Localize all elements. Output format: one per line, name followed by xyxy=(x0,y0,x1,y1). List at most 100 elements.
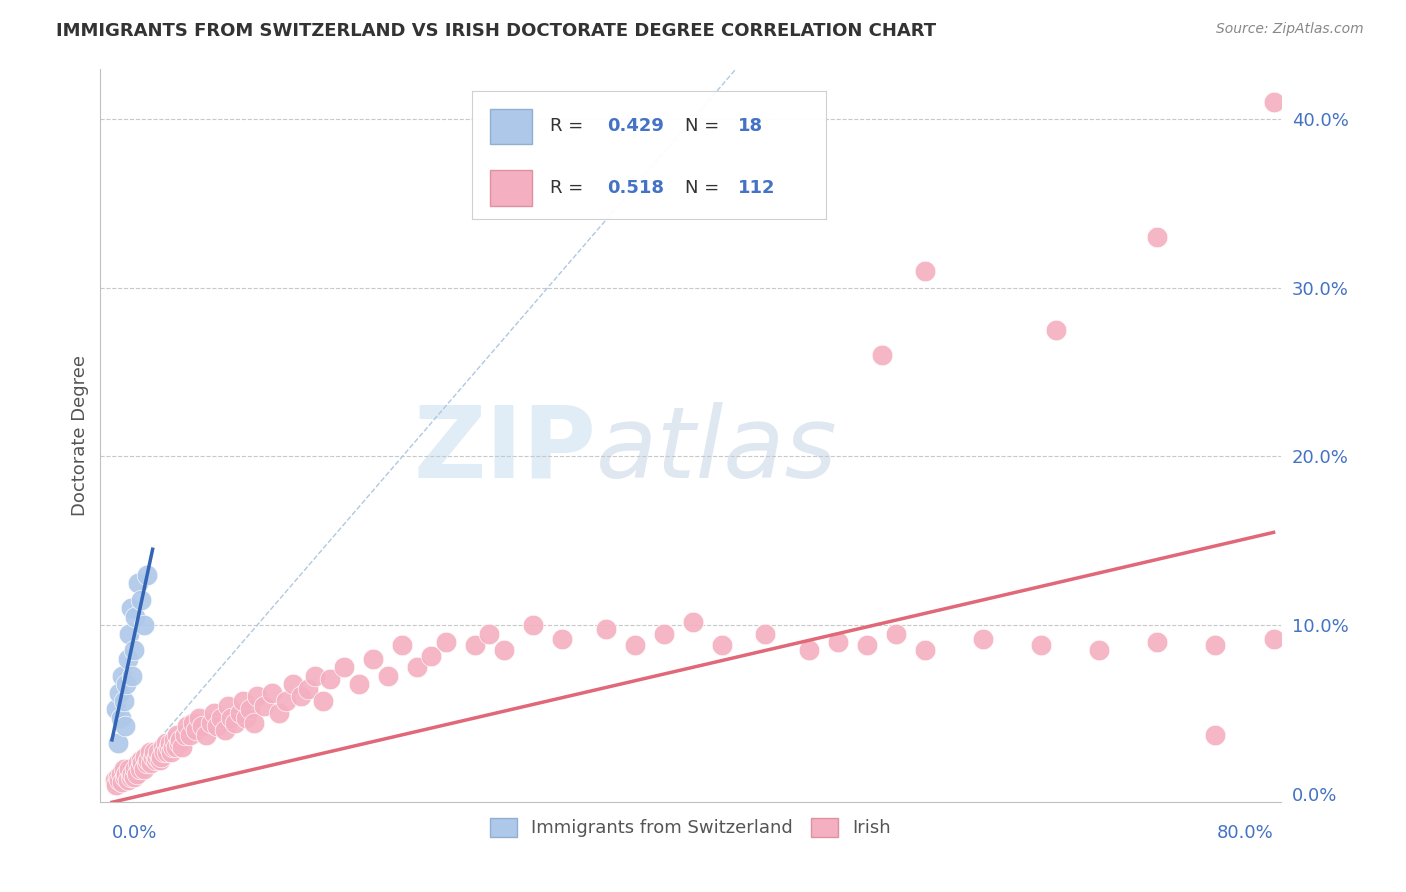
Point xyxy=(127,576,149,591)
Point xyxy=(146,749,169,764)
Text: atlas: atlas xyxy=(596,401,838,499)
Point xyxy=(1263,95,1285,110)
Point xyxy=(260,685,283,699)
Point xyxy=(120,770,142,784)
Point xyxy=(138,745,160,759)
Point xyxy=(754,626,776,640)
Point xyxy=(243,716,266,731)
Point xyxy=(710,639,733,653)
Point xyxy=(112,694,135,708)
Point xyxy=(141,756,163,771)
Point xyxy=(173,728,195,742)
Point xyxy=(214,723,236,737)
Point xyxy=(311,694,333,708)
Point xyxy=(363,652,385,666)
Point xyxy=(1205,639,1227,653)
Point xyxy=(235,711,257,725)
Point xyxy=(884,626,907,640)
Point xyxy=(124,609,146,624)
Point xyxy=(117,773,139,788)
Point xyxy=(202,706,225,720)
Point xyxy=(1205,728,1227,742)
Point xyxy=(522,618,544,632)
Point xyxy=(110,766,132,780)
Point xyxy=(129,753,152,767)
Text: IMMIGRANTS FROM SWITZERLAND VS IRISH DOCTORATE DEGREE CORRELATION CHART: IMMIGRANTS FROM SWITZERLAND VS IRISH DOC… xyxy=(56,22,936,40)
Point xyxy=(232,694,254,708)
Point xyxy=(118,626,141,640)
Point xyxy=(148,745,170,759)
Point xyxy=(120,601,142,615)
Point xyxy=(159,736,181,750)
Point xyxy=(319,672,342,686)
Point xyxy=(155,736,177,750)
Point xyxy=(551,632,574,646)
Point xyxy=(297,682,319,697)
Text: Source: ZipAtlas.com: Source: ZipAtlas.com xyxy=(1216,22,1364,37)
Point xyxy=(122,643,145,657)
Point xyxy=(1263,632,1285,646)
Point xyxy=(132,618,155,632)
Point xyxy=(191,719,214,733)
Point xyxy=(136,753,159,767)
Point xyxy=(595,622,617,636)
Point xyxy=(162,739,184,754)
Point xyxy=(246,689,269,703)
Point xyxy=(239,702,262,716)
Point xyxy=(121,766,143,780)
Point xyxy=(406,660,429,674)
Point xyxy=(219,711,242,725)
Point xyxy=(125,766,148,780)
Point xyxy=(152,739,174,754)
Point xyxy=(169,732,191,747)
Point xyxy=(163,732,186,747)
Point xyxy=(1045,323,1067,337)
Point xyxy=(176,719,198,733)
Point xyxy=(1146,635,1168,649)
Point xyxy=(157,739,180,754)
Point xyxy=(107,770,129,784)
Point xyxy=(145,753,167,767)
Point xyxy=(827,635,849,649)
Text: ZIP: ZIP xyxy=(413,401,596,499)
Point xyxy=(118,762,141,776)
Point xyxy=(170,739,193,754)
Point xyxy=(267,706,290,720)
Point xyxy=(229,706,252,720)
Point xyxy=(347,677,370,691)
Point xyxy=(115,677,138,691)
Point xyxy=(492,643,515,657)
Point xyxy=(149,753,172,767)
Point xyxy=(150,749,173,764)
Point xyxy=(195,728,218,742)
Point xyxy=(135,567,157,582)
Point xyxy=(972,632,994,646)
Point xyxy=(121,669,143,683)
Point xyxy=(276,694,298,708)
Point xyxy=(1088,643,1111,657)
Point xyxy=(108,685,131,699)
Point xyxy=(200,716,222,731)
Point xyxy=(914,643,936,657)
Point xyxy=(434,635,457,649)
Point xyxy=(111,775,134,789)
Point xyxy=(166,728,188,742)
Point xyxy=(156,745,179,759)
Point xyxy=(870,348,893,362)
Point xyxy=(131,756,153,771)
Point xyxy=(209,711,232,725)
Point xyxy=(464,639,486,653)
Point xyxy=(253,699,276,714)
Point xyxy=(105,702,128,716)
Point xyxy=(420,648,443,663)
Point xyxy=(135,756,157,771)
Text: 80.0%: 80.0% xyxy=(1216,824,1274,842)
Point xyxy=(122,770,145,784)
Point xyxy=(217,699,239,714)
Point xyxy=(1031,639,1053,653)
Point xyxy=(304,669,326,683)
Point xyxy=(104,773,127,788)
Text: 0.0%: 0.0% xyxy=(112,824,157,842)
Point xyxy=(188,711,211,725)
Point xyxy=(143,745,166,759)
